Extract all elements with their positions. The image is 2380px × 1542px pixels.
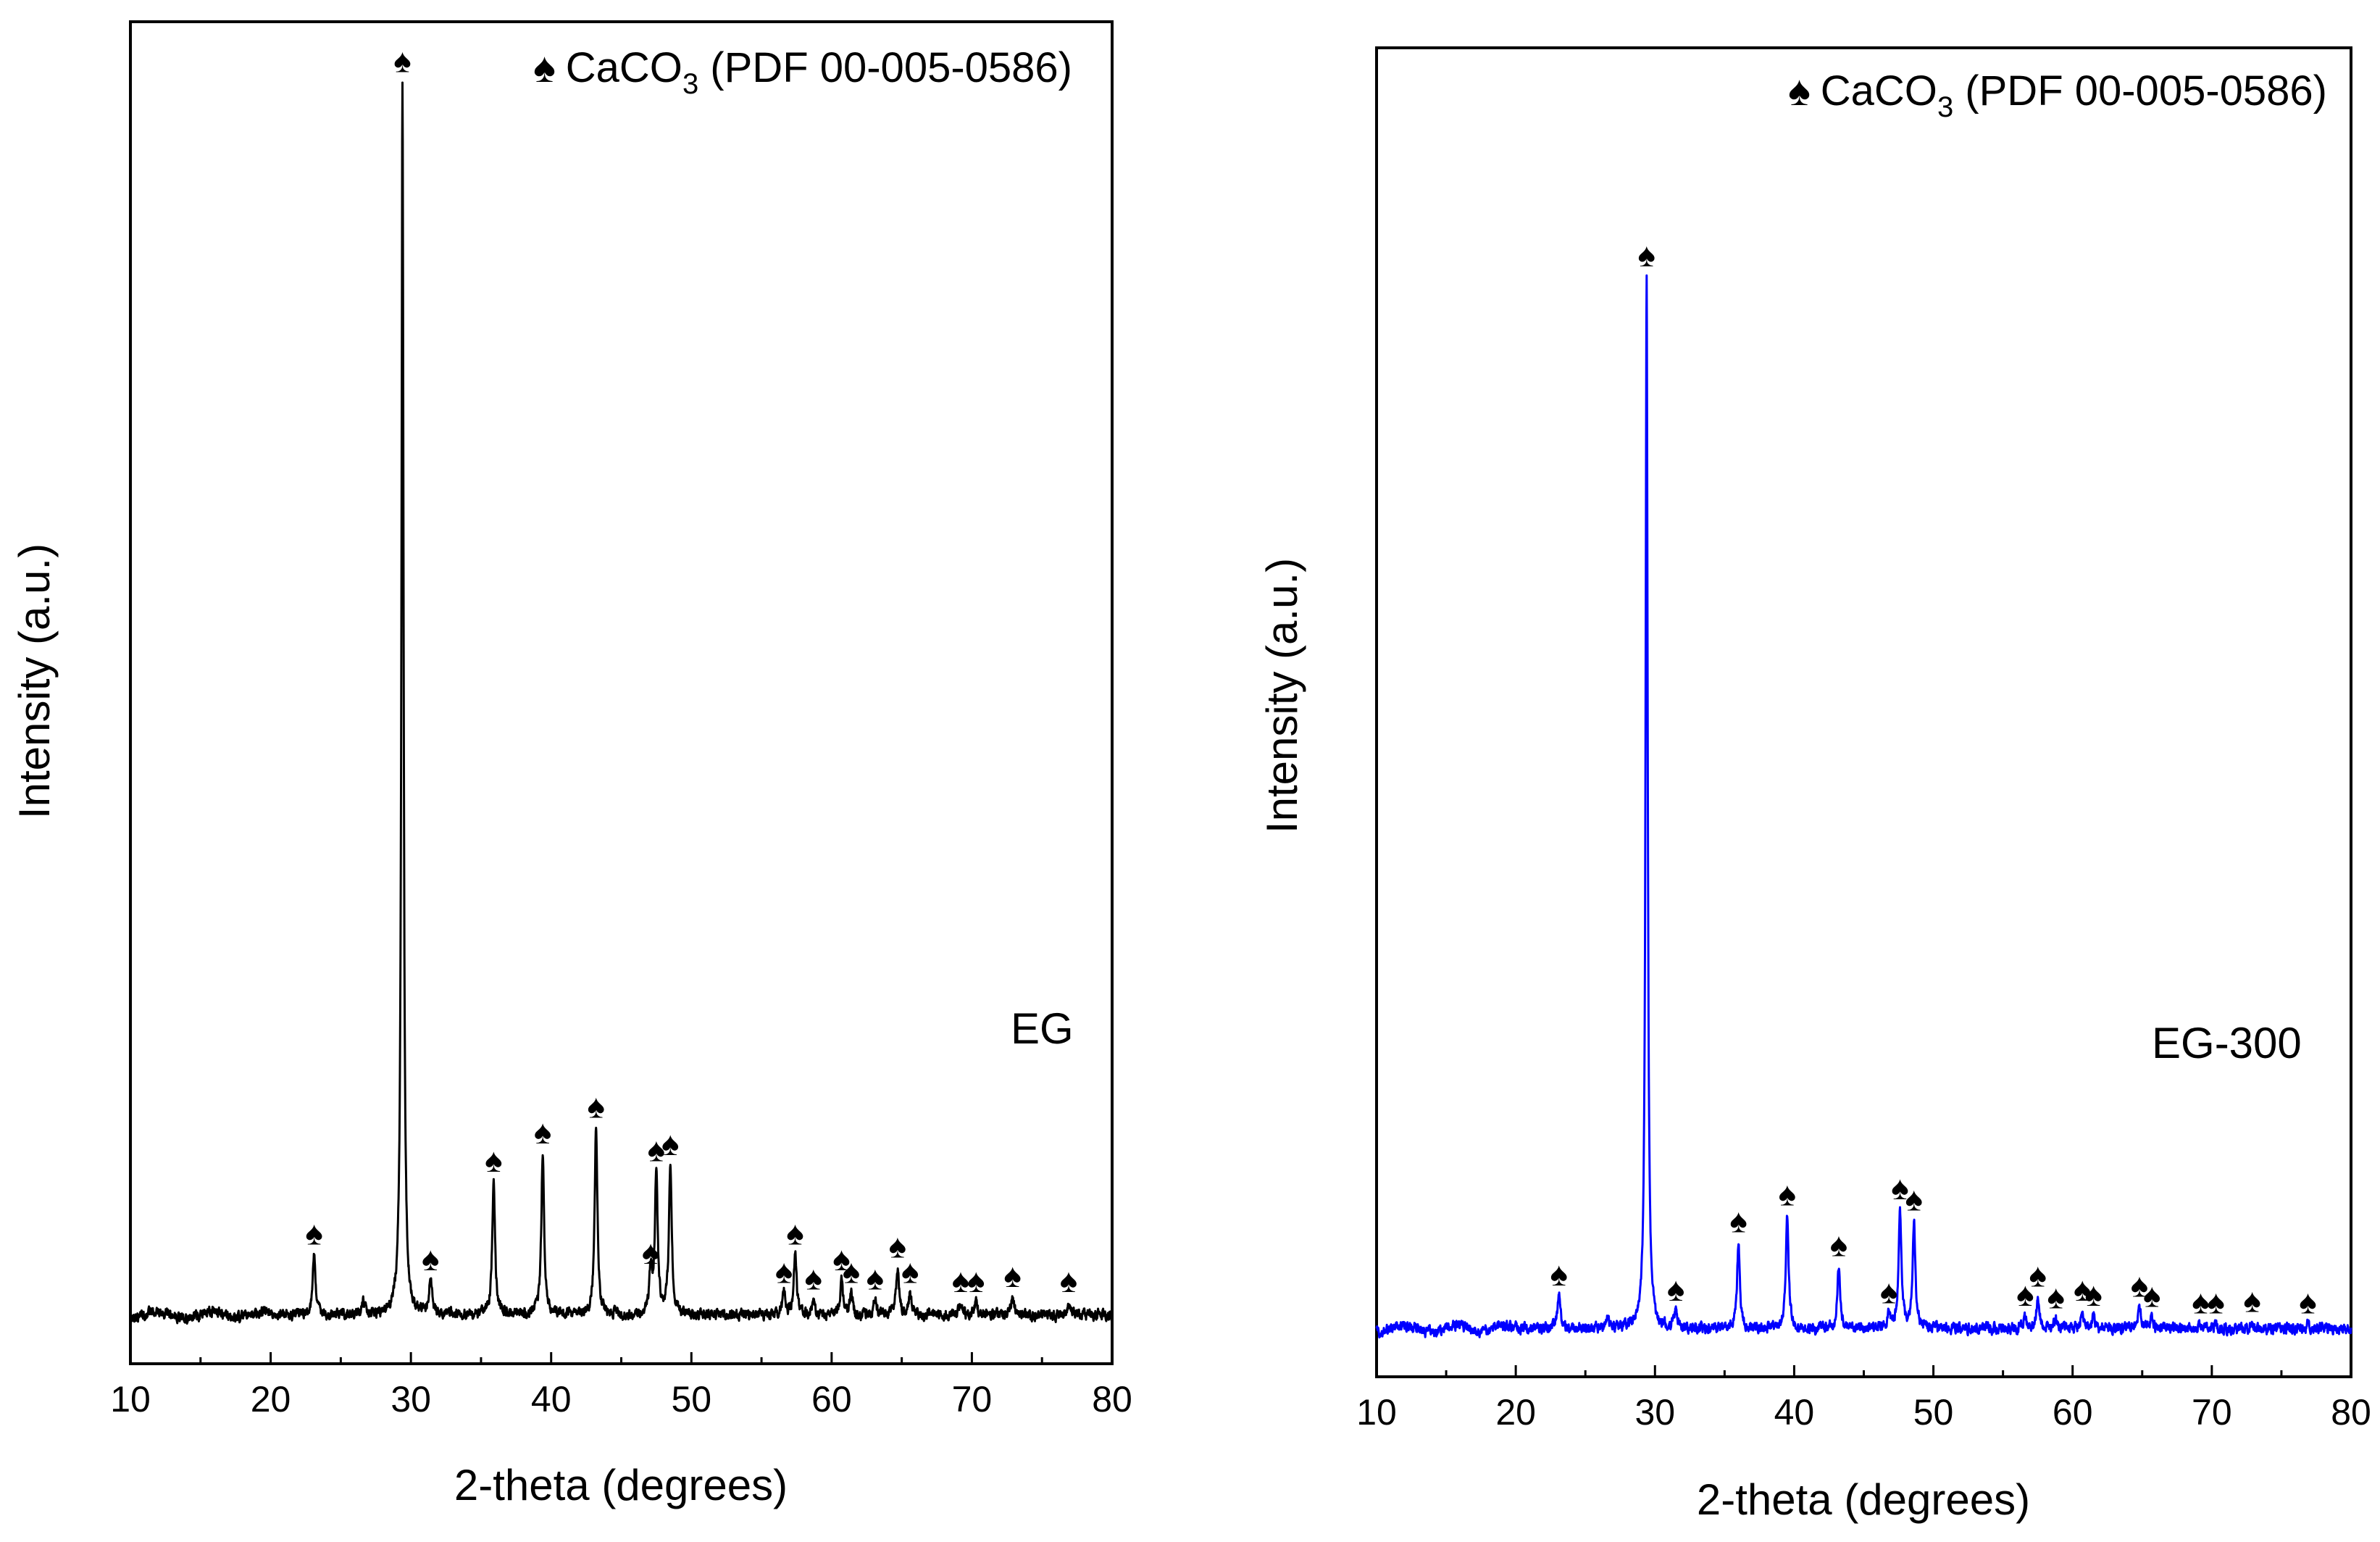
peak-marker-spade: ♠ [2207, 1283, 2224, 1320]
legend-label-rest: (PDF 00-005-0586) [1953, 67, 2327, 114]
peak-marker-spade: ♠ [1891, 1169, 1908, 1206]
peak-marker-spade: ♠ [867, 1259, 884, 1297]
x-tick-label: 20 [251, 1379, 291, 1420]
peak-marker-spade: ♠ [1003, 1256, 1021, 1294]
peak-marker-spade: ♠ [843, 1253, 860, 1291]
peak-marker-spade: ♠ [485, 1141, 502, 1179]
peak-marker-spade: ♠ [422, 1240, 439, 1278]
peak-marker-spade: ♠ [786, 1214, 803, 1252]
peak-marker-spade: ♠ [1667, 1270, 1684, 1308]
sample-label: EG-300 [2152, 1019, 2302, 1067]
peak-marker-spade: ♠ [952, 1262, 969, 1299]
peak-marker-spade: ♠ [889, 1227, 906, 1264]
x-tick-label: 80 [1092, 1379, 1132, 1420]
x-axis-title: 2-theta (degrees) [1697, 1475, 2030, 1524]
peak-marker-spade: ♠ [587, 1088, 604, 1125]
xrd-trace-eg-300 [1375, 274, 2352, 1339]
peak-marker-spade: ♠ [2131, 1267, 2148, 1304]
legend-label-rest: (PDF 00-005-0586) [698, 44, 1072, 91]
peak-marker-spade: ♠ [2047, 1278, 2064, 1315]
xrd-panel-eg-300: 10 20 30 40 50 60 70 80 ♠♠♠♠♠♠♠♠♠♠♠♠ ♠♠ ♠♠ ♠♠ ♠ ♠ 2-… [1258, 46, 2371, 1524]
peak-marker-spade: ♠ [2192, 1283, 2209, 1320]
xrd-panel-eg: 10 20 30 40 50 60 70 80 ♠♠♠♠♠♠♠♠♠♠♠♠♠♠ ♠♠♠ ♠♠ ♠ ♠ 2… [10, 20, 1132, 1509]
xrd-trace-eg [129, 81, 1114, 1325]
peak-marker-spade: ♠ [2084, 1275, 2102, 1313]
x-tick-label: 70 [2192, 1392, 2232, 1433]
x-tick-label: 30 [391, 1379, 431, 1420]
legend-entry: ♠ CaCO3 (PDF 00-005-0586) [533, 44, 1072, 100]
x-tick-label: 10 [1356, 1392, 1397, 1433]
peak-marker-spade: ♠ [901, 1253, 919, 1291]
y-axis-title: Intensity (a.u.) [1258, 558, 1306, 833]
legend-symbol: ♠ [1788, 67, 1811, 114]
peak-marker-spade: ♠ [2074, 1270, 2091, 1308]
peak-marker-spade: ♠ [648, 1131, 665, 1169]
x-tick-label: 30 [1634, 1392, 1675, 1433]
legend-label: CaCO [1821, 67, 1937, 114]
legend: ♠ CaCO3 (PDF 00-005-0586) [1788, 67, 2327, 123]
peak-marker-spade: ♠ [1060, 1262, 1077, 1299]
peak-marker-spade: ♠ [1905, 1180, 1922, 1218]
sample-label: EG [1011, 1004, 1074, 1053]
peak-marker-spade: ♠ [804, 1259, 822, 1297]
x-tick-label: 50 [1913, 1392, 1954, 1433]
peak-markers: ♠♠♠♠♠♠♠♠♠♠♠♠♠♠ ♠♠♠ ♠♠ ♠ ♠ [305, 41, 1077, 1299]
x-tick-label: 40 [1774, 1392, 1815, 1433]
peak-marker-spade: ♠ [1550, 1255, 1567, 1293]
x-axis-tick-labels: 10 20 30 40 50 60 70 80 [110, 1379, 1132, 1420]
peak-marker-spade: ♠ [2029, 1256, 2046, 1294]
peak-marker-spade: ♠ [642, 1233, 659, 1271]
peak-marker-spade: ♠ [967, 1262, 985, 1299]
peak-marker-spade: ♠ [2143, 1277, 2160, 1314]
x-tick-label: 10 [110, 1379, 151, 1420]
plot-frame [129, 20, 1114, 1365]
x-tick-label: 20 [1495, 1392, 1536, 1433]
peak-marker-spade: ♠ [1638, 236, 1655, 273]
peak-marker-spade: ♠ [305, 1214, 322, 1252]
legend-subscript: 3 [1937, 91, 1953, 123]
x-axis-ticks [1375, 1365, 2352, 1377]
peak-markers: ♠♠♠♠♠♠♠♠♠♠♠♠ ♠♠ ♠♠ ♠♠ ♠ ♠ [1550, 236, 2316, 1320]
plot-frame [1375, 46, 2352, 1378]
legend-entry: ♠ CaCO3 (PDF 00-005-0586) [1788, 67, 2327, 123]
x-tick-label: 60 [2053, 1392, 2093, 1433]
x-tick-label: 60 [811, 1379, 852, 1420]
legend-label: CaCO [566, 44, 682, 91]
peak-marker-spade: ♠ [1830, 1226, 1847, 1264]
peak-marker-spade: ♠ [775, 1253, 793, 1291]
legend-subscript: 3 [682, 68, 698, 100]
peak-marker-spade: ♠ [1779, 1175, 1796, 1213]
peak-marker-spade: ♠ [1729, 1201, 1747, 1239]
legend: ♠ CaCO3 (PDF 00-005-0586) [533, 44, 1072, 100]
peak-marker-spade: ♠ [534, 1113, 551, 1151]
y-axis-title: Intensity (a.u.) [10, 543, 59, 819]
x-tick-label: 50 [671, 1379, 711, 1420]
legend-symbol: ♠ [533, 44, 556, 91]
peak-marker-spade: ♠ [1880, 1272, 1897, 1310]
x-axis-title: 2-theta (degrees) [454, 1461, 788, 1509]
peak-marker-spade: ♠ [2016, 1275, 2034, 1313]
peak-marker-spade: ♠ [832, 1240, 850, 1278]
peak-marker-spade: ♠ [2243, 1282, 2260, 1320]
x-axis-tick-labels: 10 20 30 40 50 60 70 80 [1356, 1392, 2371, 1433]
peak-marker-spade: ♠ [393, 41, 411, 79]
x-tick-label: 80 [2331, 1392, 2371, 1433]
x-tick-label: 40 [531, 1379, 572, 1420]
x-tick-label: 70 [952, 1379, 993, 1420]
peak-marker-spade: ♠ [2299, 1283, 2316, 1320]
peak-marker-spade: ♠ [661, 1125, 679, 1162]
x-axis-ticks [129, 1352, 1114, 1364]
